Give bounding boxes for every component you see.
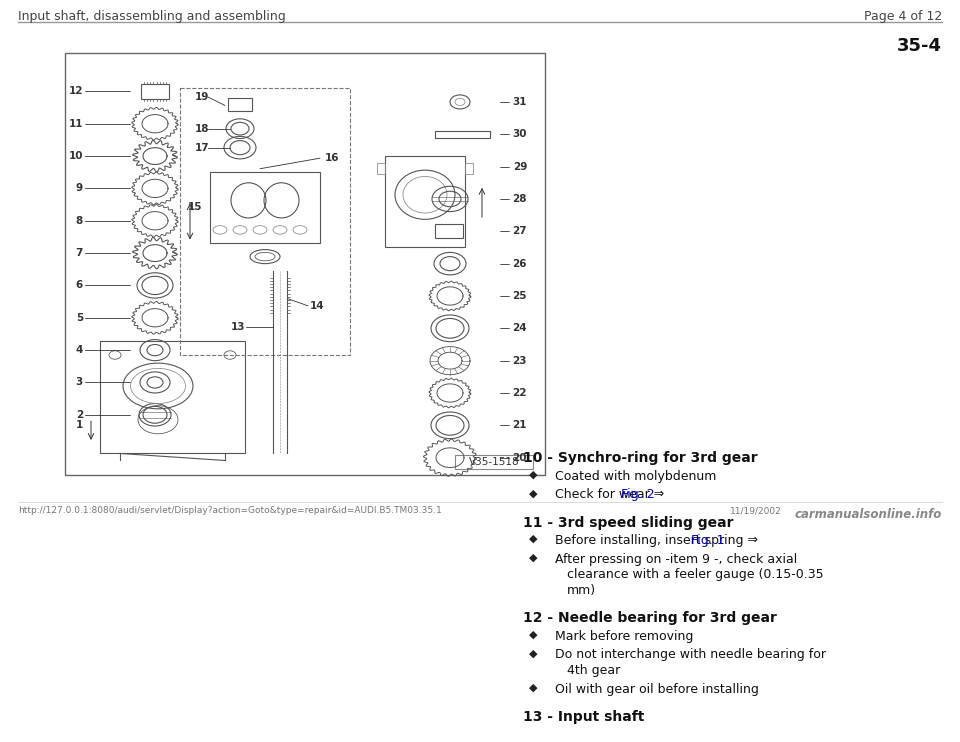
Bar: [210, 172, 320, 243]
Text: Fig. 1: Fig. 1: [690, 534, 724, 547]
Text: 13 - Input shaft: 13 - Input shaft: [523, 710, 644, 724]
Text: 5: 5: [76, 313, 83, 323]
Text: 25: 25: [513, 291, 527, 301]
Bar: [65, 53, 545, 475]
Text: 19: 19: [195, 92, 209, 102]
Text: 29: 29: [513, 162, 527, 171]
Bar: [141, 84, 169, 99]
Text: Page 4 of 12: Page 4 of 12: [864, 10, 942, 23]
Text: 15: 15: [188, 203, 203, 212]
Text: 22: 22: [513, 388, 527, 398]
Text: 11: 11: [68, 119, 83, 128]
Text: 11/19/2002: 11/19/2002: [730, 506, 781, 515]
Text: 18: 18: [195, 124, 209, 134]
Bar: [100, 341, 245, 453]
Text: 30: 30: [513, 129, 527, 139]
Text: mm): mm): [567, 584, 596, 597]
Text: Coated with molybdenum: Coated with molybdenum: [555, 470, 716, 483]
Text: 31: 31: [513, 97, 527, 107]
Text: Mark before removing: Mark before removing: [555, 630, 693, 643]
Text: 27: 27: [513, 226, 527, 236]
Text: Do not interchange with needle bearing for: Do not interchange with needle bearing f…: [555, 649, 827, 662]
Text: 13: 13: [230, 322, 245, 332]
Text: 1: 1: [76, 420, 83, 430]
Text: 24: 24: [513, 324, 527, 333]
Text: 12: 12: [68, 86, 83, 96]
Text: Before installing, insert spring ⇒: Before installing, insert spring ⇒: [555, 534, 762, 547]
Text: 16: 16: [325, 153, 340, 163]
Text: ◆: ◆: [529, 470, 538, 479]
Text: Fig. 2: Fig. 2: [621, 488, 655, 502]
Text: 14: 14: [310, 301, 324, 311]
Text: 23: 23: [513, 355, 527, 366]
Text: Check for wear ⇒: Check for wear ⇒: [555, 488, 668, 502]
Text: 20: 20: [513, 453, 527, 463]
Text: http://127.0.0.1:8080/audi/servlet/Display?action=Goto&type=repair&id=AUDI.B5.TM: http://127.0.0.1:8080/audi/servlet/Displ…: [18, 506, 442, 515]
Text: ◆: ◆: [529, 553, 538, 563]
Text: After pressing on -item 9 -, check axial: After pressing on -item 9 -, check axial: [555, 553, 798, 566]
Bar: [228, 99, 252, 111]
Text: ◆: ◆: [529, 630, 538, 640]
Bar: [180, 88, 350, 355]
Text: 17: 17: [195, 142, 209, 153]
Text: ◆: ◆: [529, 488, 538, 499]
Text: 26: 26: [513, 259, 527, 269]
Text: 7: 7: [76, 248, 83, 258]
Text: V35-1518: V35-1518: [468, 457, 519, 467]
Text: Oil with gear oil before installing: Oil with gear oil before installing: [555, 683, 759, 696]
Text: ◆: ◆: [529, 649, 538, 658]
Text: 12 - Needle bearing for 3rd gear: 12 - Needle bearing for 3rd gear: [523, 611, 777, 626]
Text: 28: 28: [513, 194, 527, 204]
Text: 4: 4: [76, 345, 83, 355]
Bar: [385, 156, 465, 248]
Text: ◆: ◆: [529, 683, 538, 693]
Text: 11 - 3rd speed sliding gear: 11 - 3rd speed sliding gear: [523, 516, 733, 530]
Bar: [465, 163, 473, 174]
Text: carmanualsonline.info: carmanualsonline.info: [795, 508, 942, 521]
Text: 10 - Synchro-ring for 3rd gear: 10 - Synchro-ring for 3rd gear: [523, 451, 757, 465]
Text: 10: 10: [68, 151, 83, 161]
Bar: [377, 163, 385, 174]
Text: 8: 8: [76, 216, 83, 226]
Text: 21: 21: [513, 420, 527, 430]
Text: 9: 9: [76, 183, 83, 194]
Bar: [435, 224, 463, 238]
Text: 2: 2: [76, 410, 83, 420]
Text: 4th gear: 4th gear: [567, 664, 620, 677]
Bar: [455, 455, 533, 469]
Text: clearance with a feeler gauge (0.15-0.35: clearance with a feeler gauge (0.15-0.35: [567, 568, 824, 582]
Bar: [435, 131, 490, 138]
Text: ◆: ◆: [529, 534, 538, 544]
Text: 35-4: 35-4: [897, 36, 942, 55]
Text: Input shaft, disassembling and assembling: Input shaft, disassembling and assemblin…: [18, 10, 286, 23]
Text: 6: 6: [76, 280, 83, 290]
Text: 3: 3: [76, 378, 83, 387]
